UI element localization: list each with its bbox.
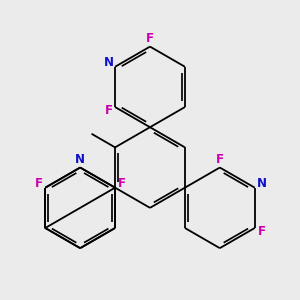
Text: F: F: [104, 104, 112, 117]
Text: F: F: [146, 32, 154, 45]
Text: F: F: [118, 177, 126, 190]
Text: N: N: [103, 56, 113, 69]
Text: F: F: [216, 153, 224, 166]
Text: F: F: [34, 177, 43, 190]
Text: F: F: [257, 225, 266, 238]
Text: N: N: [75, 153, 85, 166]
Text: N: N: [256, 177, 266, 190]
